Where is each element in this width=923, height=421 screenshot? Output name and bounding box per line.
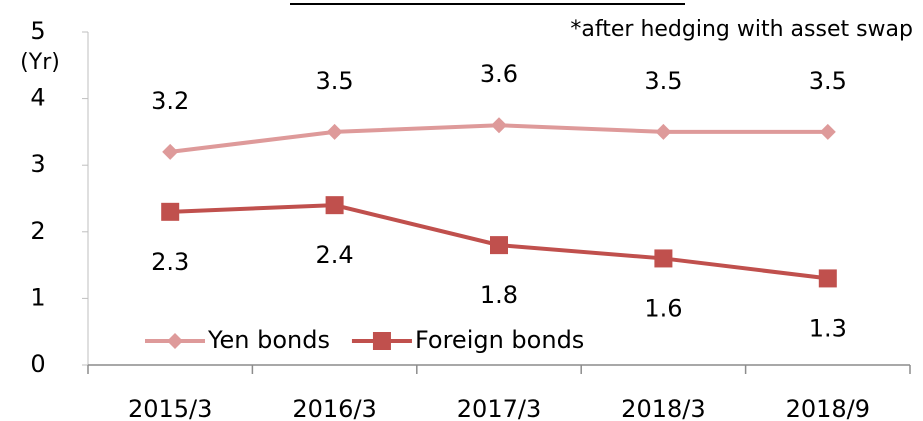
marker	[167, 333, 183, 349]
marker	[325, 196, 344, 215]
data-label: 1.8	[480, 281, 518, 309]
data-label: 3.5	[316, 67, 354, 95]
y-tick-label: 1	[30, 283, 45, 311]
y-tick-label: 5	[30, 17, 45, 45]
marker	[654, 249, 673, 268]
marker	[490, 236, 508, 255]
legend-label: Yen bonds	[207, 326, 330, 354]
x-tick-label: 2017/3	[457, 395, 541, 421]
y-axis-label: (Yr)	[20, 50, 60, 75]
x-tick-label: 2015/3	[128, 395, 212, 421]
y-tick-label: 0	[30, 350, 45, 378]
data-label: 1.6	[644, 294, 682, 322]
x-tick-label: 2018/9	[786, 395, 870, 421]
data-label: 3.2	[151, 87, 189, 115]
data-label: 2.4	[316, 241, 354, 269]
y-tick-label: 4	[30, 84, 45, 112]
marker	[491, 117, 507, 134]
y-tick-label: 3	[30, 150, 45, 178]
marker	[819, 123, 836, 140]
marker	[161, 202, 180, 221]
data-label: 3.5	[644, 67, 682, 95]
annotation: *after hedging with asset swap	[570, 17, 913, 42]
data-label: 3.5	[809, 67, 847, 95]
x-tick-label: 2018/3	[621, 395, 705, 421]
marker	[372, 332, 391, 350]
data-label: 2.3	[151, 248, 189, 276]
legend-label: Foreign bonds	[415, 326, 584, 354]
data-label: 3.6	[480, 60, 518, 88]
marker	[326, 123, 343, 140]
x-tick-label: 2016/3	[292, 395, 376, 421]
data-label: 1.3	[809, 314, 847, 342]
marker	[162, 143, 179, 160]
marker	[655, 123, 672, 140]
marker	[818, 269, 837, 288]
y-tick-label: 2	[30, 217, 45, 245]
